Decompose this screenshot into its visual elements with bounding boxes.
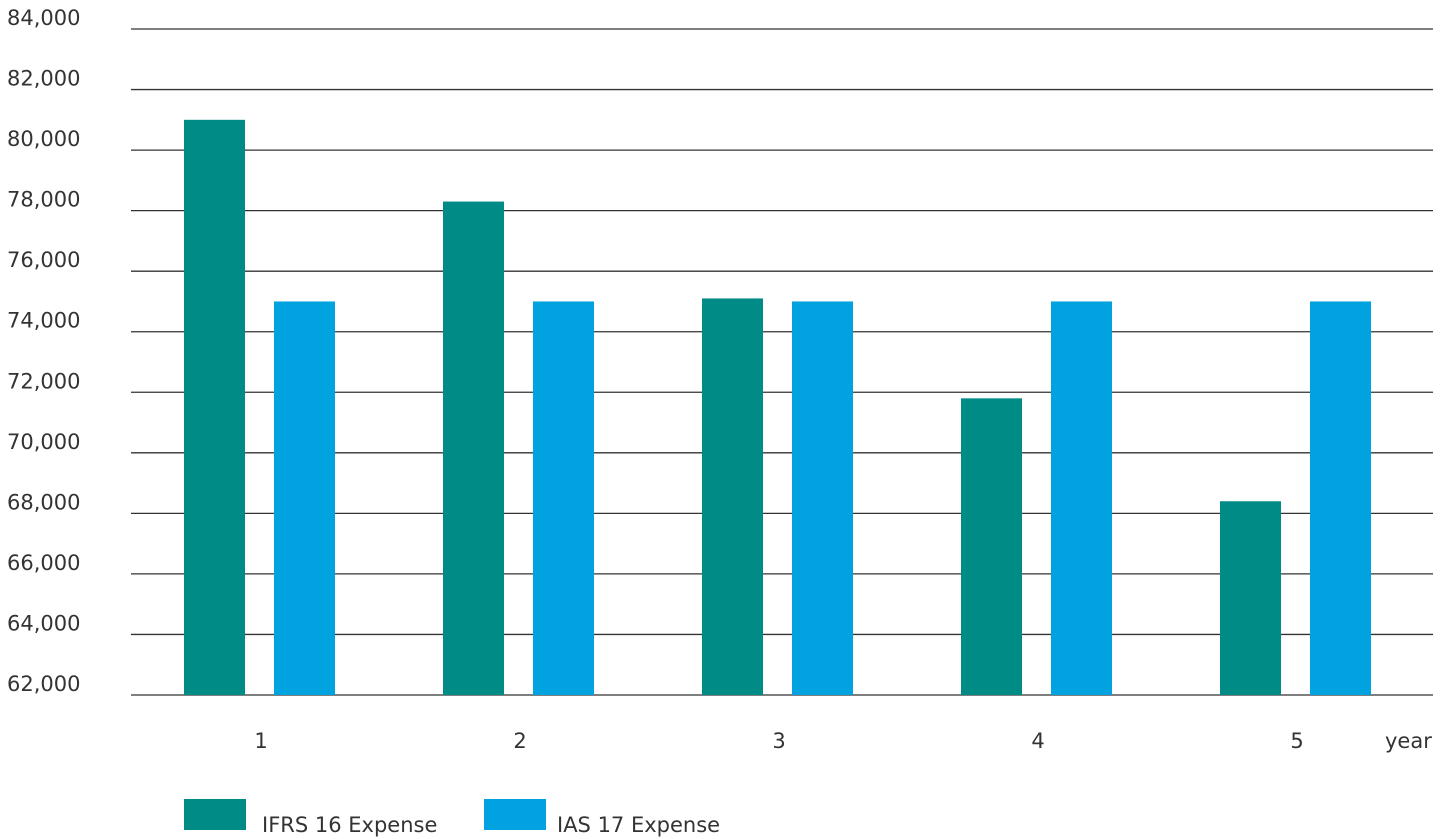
y-tick-label: 72,000 xyxy=(7,369,80,393)
legend-label: IFRS 16 Expense xyxy=(262,813,437,837)
bar-ifrs16-year-5 xyxy=(1220,501,1281,695)
x-tick-label: 5 xyxy=(1290,729,1303,753)
y-tick-label: 64,000 xyxy=(7,611,80,635)
bar-ias17-year-1 xyxy=(274,301,335,695)
y-tick-label: 68,000 xyxy=(7,490,80,514)
x-axis-label: year xyxy=(1385,729,1432,753)
legend: IFRS 16 Expense IAS 17 Expense xyxy=(184,799,720,837)
bars xyxy=(184,119,1371,696)
x-tick-label: 1 xyxy=(254,729,267,753)
x-axis-ticks: 1 2 3 4 5 xyxy=(254,729,1303,753)
bar-ias17-year-5 xyxy=(1310,301,1371,695)
x-tick-label: 2 xyxy=(513,729,526,753)
y-axis-ticks: 62,000 64,000 66,000 68,000 70,000 72,000 74,0… xyxy=(7,6,80,696)
y-tick-label: 82,000 xyxy=(7,67,80,91)
y-tick-label: 66,000 xyxy=(7,551,80,575)
gridlines xyxy=(131,28,1433,696)
bar-ifrs16-year-2 xyxy=(443,201,504,695)
y-tick-label: 74,000 xyxy=(7,309,80,333)
y-tick-label: 70,000 xyxy=(7,430,80,454)
y-tick-label: 76,000 xyxy=(7,248,80,272)
x-tick-label: 3 xyxy=(772,729,785,753)
bar-ifrs16-year-3 xyxy=(702,298,763,695)
x-tick-label: 4 xyxy=(1031,729,1044,753)
bar-ias17-year-4 xyxy=(1051,301,1112,695)
bar-ifrs16-year-4 xyxy=(961,398,1022,695)
bar-ifrs16-year-1 xyxy=(184,119,245,696)
legend-label: IAS 17 Expense xyxy=(557,813,720,837)
bar-ias17-year-2 xyxy=(533,301,594,695)
legend-swatch xyxy=(484,799,546,830)
bar-ias17-year-3 xyxy=(792,301,853,695)
y-tick-label: 78,000 xyxy=(7,188,80,212)
y-tick-label: 80,000 xyxy=(7,127,80,151)
legend-swatch xyxy=(184,799,246,830)
y-tick-label: 84,000 xyxy=(7,6,80,30)
y-tick-label: 62,000 xyxy=(7,672,80,696)
